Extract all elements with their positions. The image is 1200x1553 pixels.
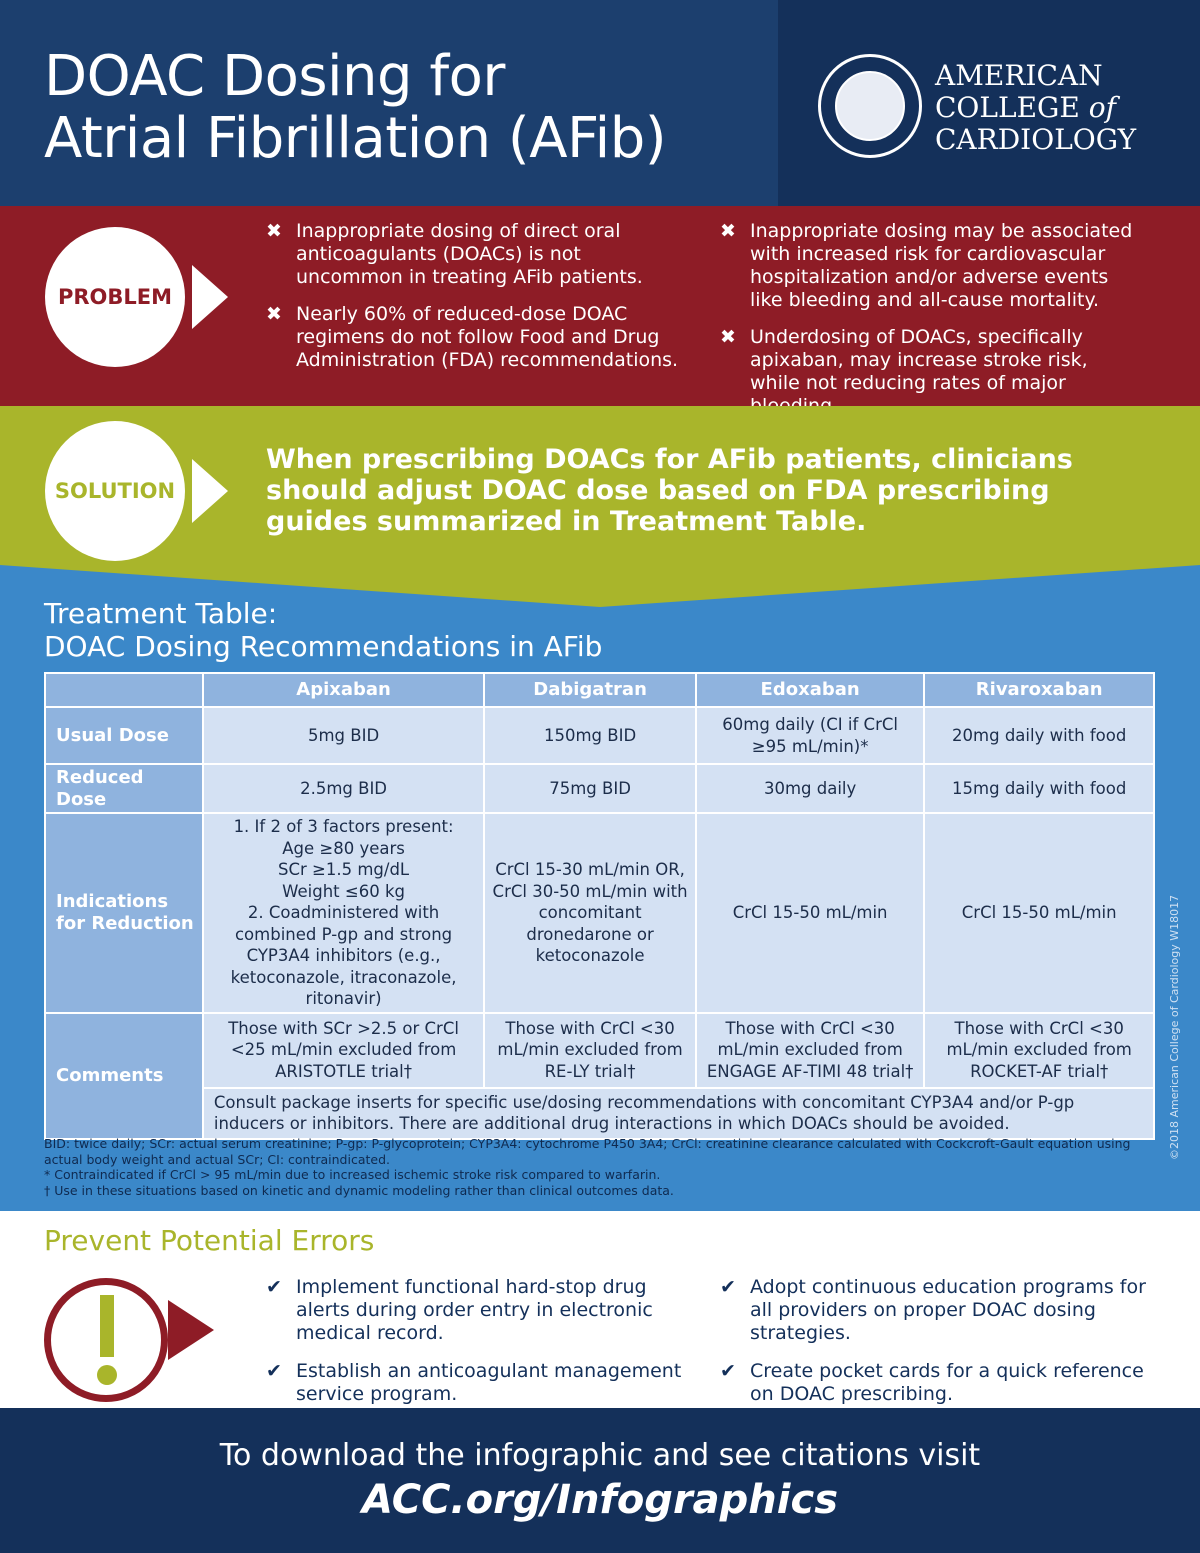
footer-text: To download the infographic and see cita… xyxy=(219,1438,981,1473)
problem-bullet: Inappropriate dosing may be associated w… xyxy=(750,220,1133,311)
table-footnotes: BID: twice daily; SCr: actual serum crea… xyxy=(44,1136,1134,1198)
column-header: Dabigatran xyxy=(483,672,697,708)
x-mark-icon: ✖ xyxy=(720,220,736,242)
x-mark-icon: ✖ xyxy=(266,303,282,325)
checkmark-icon: ✔ xyxy=(720,1276,736,1298)
table-cell: Those with CrCl <30 mL/min excluded from… xyxy=(694,1011,926,1089)
checkmark-icon: ✔ xyxy=(266,1276,282,1298)
prevent-bullet: Establish an anticoagulant management se… xyxy=(296,1360,682,1405)
page-title: DOAC Dosing for Atrial Fibrillation (AFi… xyxy=(44,44,667,171)
problem-bullets-right: ✖ Inappropriate dosing may be associated … xyxy=(720,220,1140,432)
treatment-table-title: Treatment Table: DOAC Dosing Recommendat… xyxy=(44,597,602,663)
problem-bullet: Nearly 60% of reduced-dose DOAC regimens… xyxy=(296,303,679,371)
table-cell: 75mg BID xyxy=(483,763,697,814)
prevent-bullet: Implement functional hard-stop drug aler… xyxy=(296,1276,653,1344)
table-cell: Those with SCr >2.5 or CrCl <25 mL/min e… xyxy=(201,1011,486,1089)
prevent-title: Prevent Potential Errors xyxy=(44,1224,375,1257)
table-row: Reduced Dose 2.5mg BID 75mg BID 30mg dai… xyxy=(44,763,1155,814)
checkmark-icon: ✔ xyxy=(720,1360,736,1382)
column-header: Rivaroxaban xyxy=(923,672,1155,708)
acc-seal-logo xyxy=(818,54,922,158)
logo-line-2: COLLEGE xyxy=(935,91,1080,124)
footnote: † Use in these situations based on kinet… xyxy=(44,1182,674,1198)
problem-bullets-left: ✖ Inappropriate dosing of direct oral ant… xyxy=(266,220,686,386)
prevent-bullets-left: ✔ Implement functional hard-stop drug ale… xyxy=(266,1276,706,1421)
table-cell: CrCl 15-50 mL/min xyxy=(923,812,1155,1014)
solution-label: SOLUTION xyxy=(54,479,176,503)
prevent-bullets-right: ✔ Adopt continuous education programs for… xyxy=(720,1276,1160,1421)
row-label: Comments xyxy=(44,1011,204,1140)
arrow-right-icon xyxy=(168,1300,214,1360)
table-cell: 1. If 2 of 3 factors present: Age ≥80 ye… xyxy=(201,812,486,1014)
table-title-line-1: Treatment Table: xyxy=(44,597,278,630)
table-cell: Those with CrCl <30 mL/min excluded from… xyxy=(923,1011,1155,1089)
prevent-bullet: Create pocket cards for a quick referenc… xyxy=(750,1360,1144,1405)
comments-note: Consult package inserts for specific use… xyxy=(201,1086,1156,1140)
footnote: BID: twice daily; SCr: actual serum crea… xyxy=(44,1136,1131,1167)
row-label: Indications for Reduction xyxy=(44,812,204,1014)
table-cell: 2.5mg BID xyxy=(201,763,486,814)
row-label: Usual Dose xyxy=(44,706,204,765)
solution-badge: SOLUTION xyxy=(45,421,185,561)
table-cell: 15mg daily with food xyxy=(923,763,1155,814)
table-cell: 20mg daily with food xyxy=(923,706,1155,765)
solution-text: When prescribing DOACs for AFib patients… xyxy=(266,444,1073,537)
table-row: Consult package inserts for specific use… xyxy=(45,1086,1156,1140)
problem-badge: PROBLEM xyxy=(45,227,185,367)
solution-section: SOLUTION xyxy=(0,406,1200,607)
footnote: * Contraindicated if CrCl > 95 mL/min du… xyxy=(44,1167,661,1182)
table-cell: CrCl 15-30 mL/min OR, CrCl 30-50 mL/min … xyxy=(483,812,697,1014)
table-cell: 150mg BID xyxy=(483,706,697,765)
arrow-right-icon xyxy=(192,459,228,523)
treatment-table: Apixaban Dabigatran Edoxaban Rivaroxaban… xyxy=(44,672,1156,1140)
title-line-1: DOAC Dosing for xyxy=(44,44,505,109)
column-header: Edoxaban xyxy=(694,672,926,708)
table-cell: CrCl 15-50 mL/min xyxy=(694,812,926,1014)
copyright: ©2018 American College of Cardiology W18… xyxy=(1168,894,1181,1160)
arrow-right-icon xyxy=(192,265,228,329)
table-header-row: Apixaban Dabigatran Edoxaban Rivaroxaban xyxy=(44,672,1155,708)
column-header xyxy=(44,672,204,708)
row-label: Reduced Dose xyxy=(44,763,204,814)
footer: To download the infographic and see cita… xyxy=(0,1408,1200,1553)
infographics-link[interactable]: ACC.org/Infographics xyxy=(361,1477,838,1523)
logo-line-1: AMERICAN xyxy=(935,59,1103,92)
problem-bullet: Underdosing of DOACs, specifically apixa… xyxy=(750,326,1088,417)
checkmark-icon: ✔ xyxy=(266,1360,282,1382)
problem-bullet: Inappropriate dosing of direct oral anti… xyxy=(296,220,643,288)
table-title-line-2: DOAC Dosing Recommendations in AFib xyxy=(44,630,603,663)
problem-label: PROBLEM xyxy=(57,285,173,309)
heart-seal-icon xyxy=(835,71,905,141)
column-header: Apixaban xyxy=(201,672,486,708)
table-cell: 60mg daily (CI if CrCl ≥95 mL/min)* xyxy=(694,706,926,765)
table-cell: 30mg daily xyxy=(694,763,926,814)
table-cell: 5mg BID xyxy=(201,706,486,765)
table-cell: Those with CrCl <30 mL/min excluded from… xyxy=(483,1011,697,1089)
table-row: Usual Dose 5mg BID 150mg BID 60mg daily … xyxy=(44,706,1155,765)
logo-of: of xyxy=(1088,91,1116,124)
logo-line-3: CARDIOLOGY xyxy=(935,123,1137,156)
title-line-2: Atrial Fibrillation (AFib) xyxy=(44,106,667,171)
exclamation-icon xyxy=(44,1278,168,1402)
table-row: Indications for Reduction 1. If 2 of 3 f… xyxy=(44,812,1155,1014)
prevent-bullet: Adopt continuous education programs for … xyxy=(750,1276,1146,1344)
acc-wordmark: AMERICAN COLLEGE of CARDIOLOGY xyxy=(935,60,1136,156)
table-row: Comments Those with SCr >2.5 or CrCl <25… xyxy=(44,1011,1155,1140)
x-mark-icon: ✖ xyxy=(266,220,282,242)
x-mark-icon: ✖ xyxy=(720,326,736,348)
problem-section: PROBLEM ✖ Inappropriate dosing of direct … xyxy=(0,206,1200,417)
